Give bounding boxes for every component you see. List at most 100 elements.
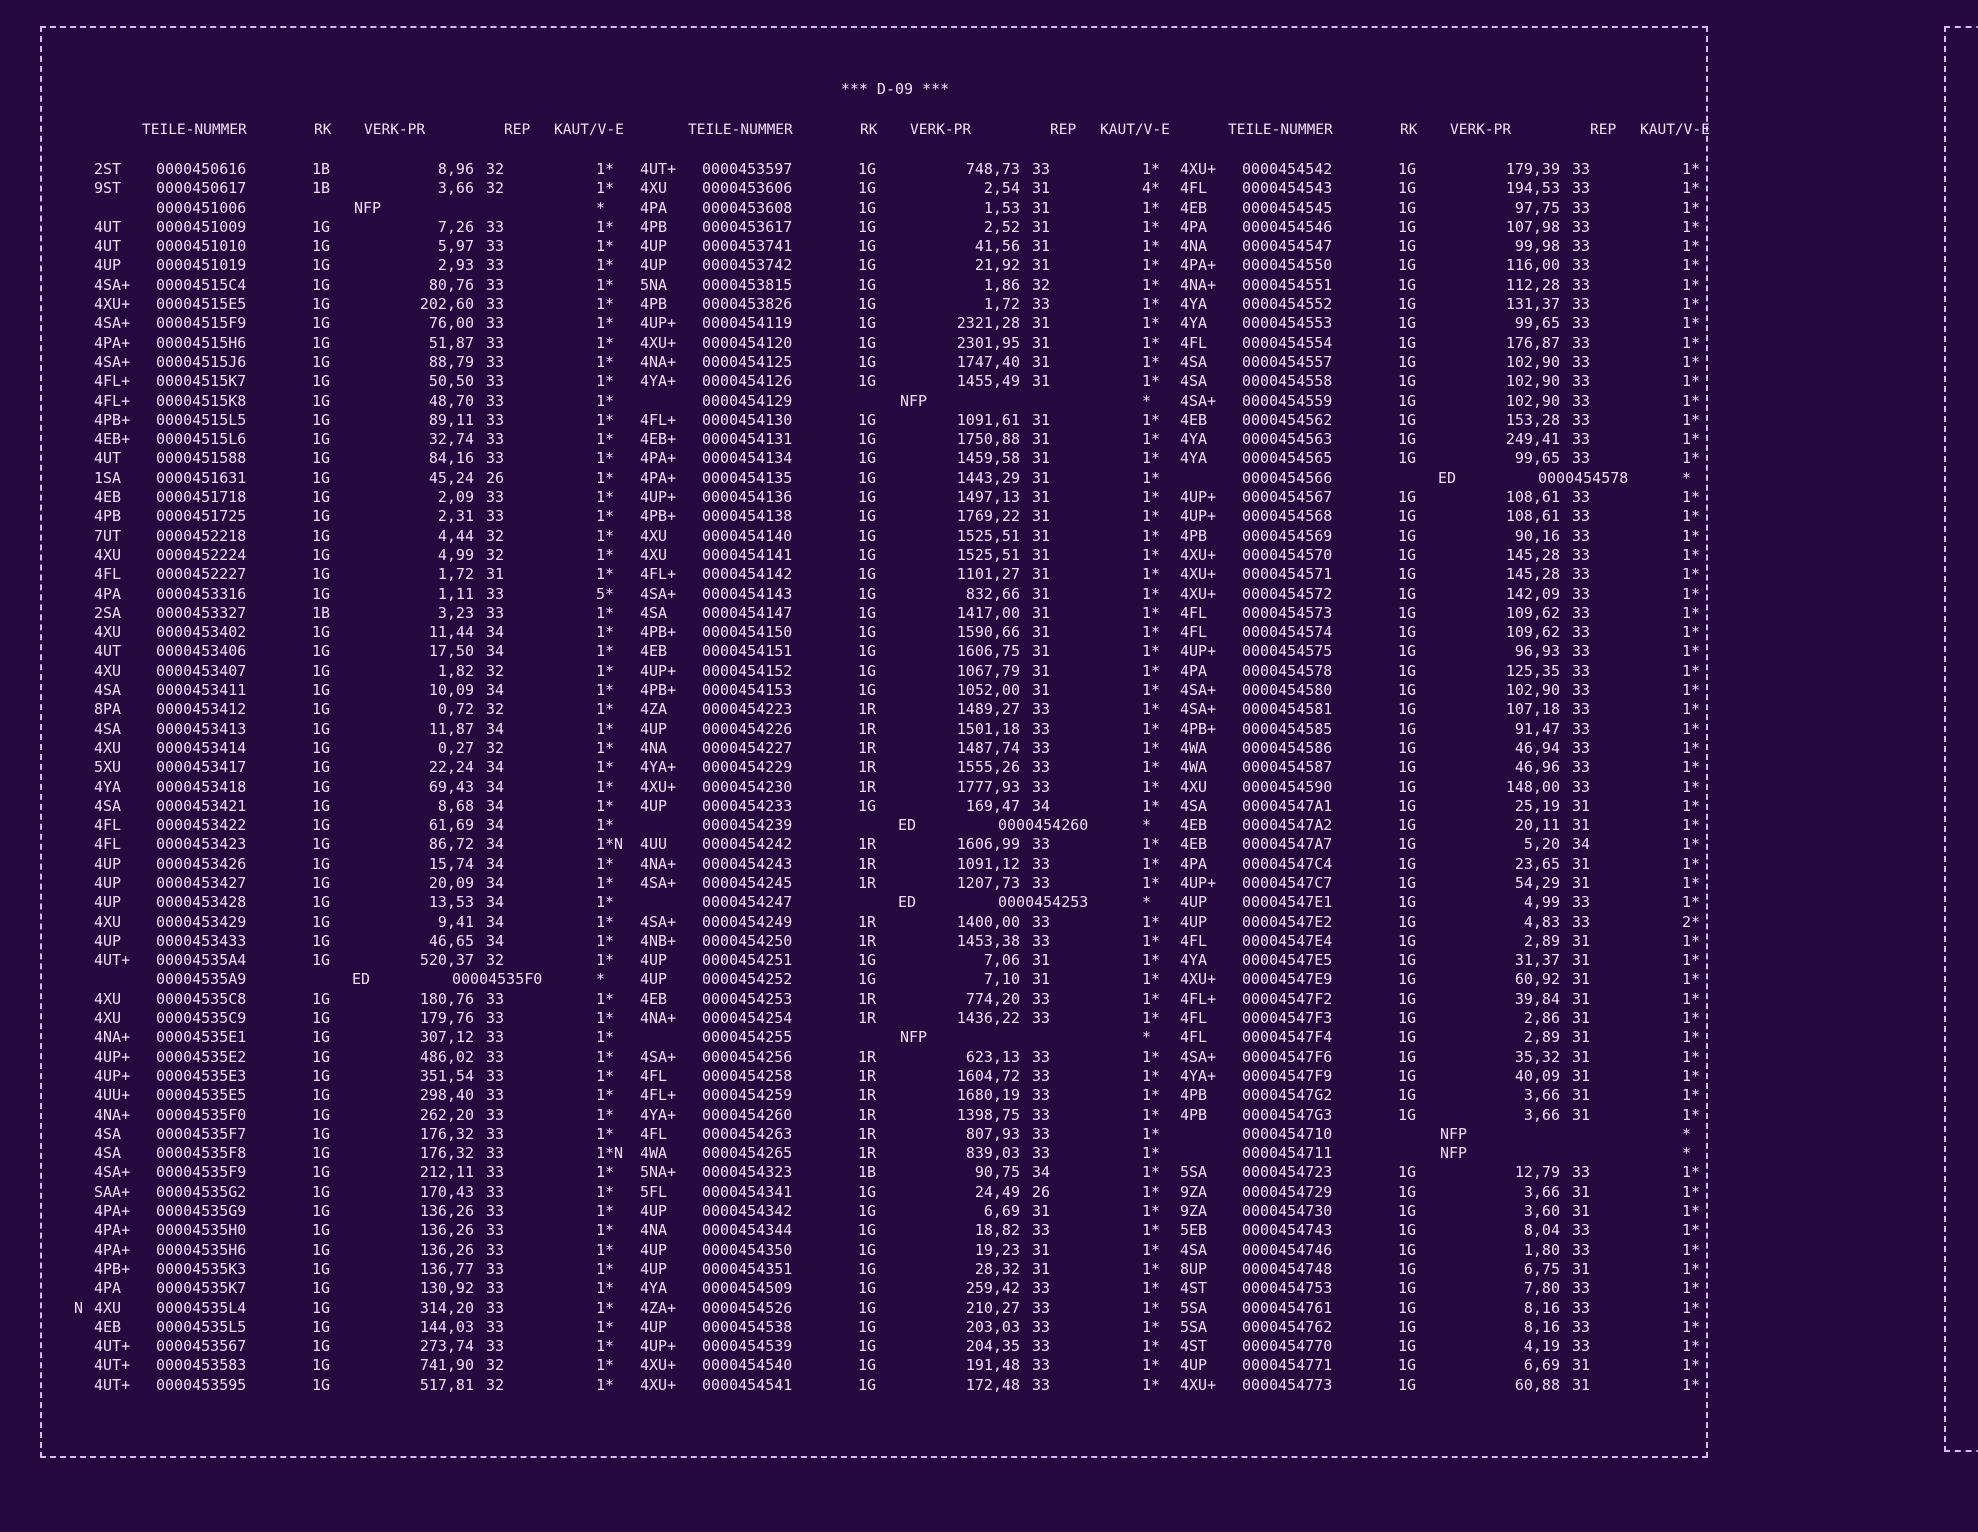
kaut-mark: 1*: [1682, 1240, 1701, 1259]
table-row: 4UP+ 0000454568 1G 108,61 33 1*: [1180, 507, 1710, 526]
rk-code: 1G: [312, 1163, 331, 1182]
part-prefix: 4SA+: [640, 873, 677, 892]
rep-code: 33: [486, 410, 505, 429]
sale-price: 50,50: [428, 372, 474, 391]
table-row: 4YA 00004547E5 1G 31,37 31 1*: [1180, 951, 1710, 970]
sale-price: 20,11: [1514, 816, 1560, 835]
sale-price: 13,53: [428, 893, 474, 912]
part-number: 0000454151: [702, 642, 793, 661]
sale-price: 1443,29: [956, 468, 1020, 487]
kaut-mark: *: [596, 198, 606, 217]
kaut-mark: 1*: [596, 1240, 615, 1259]
rep-code: 33: [1572, 314, 1591, 333]
table-row: 4XU 00004535C8 1G 180,76 33 1*: [94, 990, 624, 1009]
sale-price: 148,00: [1505, 777, 1560, 796]
table-row: 4XU 0000454141 1G 1525,51 31 1*: [640, 546, 1170, 565]
sale-price: 84,16: [428, 449, 474, 468]
kaut-mark: 1*: [1142, 1259, 1161, 1278]
table-row: 4UP 0000454251 1G 7,06 31 1*: [640, 951, 1170, 970]
rep-code: 31: [1032, 526, 1051, 545]
sale-price: 1750,88: [956, 430, 1020, 449]
rep-code: 33: [486, 237, 505, 256]
rk-code: 1G: [312, 758, 331, 777]
kaut-mark: 1*N: [596, 835, 624, 854]
kaut-mark: 1*: [1142, 1124, 1161, 1143]
kaut-mark: 1*: [1682, 526, 1701, 545]
table-row: 5SA 0000454761 1G 8,16 33 1*: [1180, 1299, 1710, 1318]
rep-code: 31: [1032, 333, 1051, 352]
sale-price: 203,03: [965, 1317, 1020, 1336]
table-row: 4XU+ 0000454230 1R 1777,93 33 1*: [640, 778, 1170, 797]
kaut-mark: 1*: [1142, 237, 1161, 256]
kaut-mark: 1*: [1682, 931, 1701, 950]
rep-code: 33: [1032, 777, 1051, 796]
part-prefix: 4XU: [640, 526, 668, 545]
rk-code: 1G: [858, 951, 877, 970]
rk-code: 1G: [312, 893, 331, 912]
sale-price: 2,89: [1523, 1028, 1560, 1047]
sale-price: 11,44: [428, 623, 474, 642]
kaut-mark: 1*: [1682, 295, 1701, 314]
rk-code: 1G: [858, 410, 877, 429]
part-number: 0000454256: [702, 1047, 793, 1066]
part-number: 00004515L6: [156, 430, 247, 449]
rk-code: 1G: [858, 179, 877, 198]
part-prefix: 4PA+: [640, 449, 677, 468]
table-row: 4UP 0000454342 1G 6,69 31 1*: [640, 1202, 1170, 1221]
sale-price: 1455,49: [956, 372, 1020, 391]
header-rk: RK: [1400, 122, 1418, 138]
sale-price: 1487,74: [956, 738, 1020, 757]
part-number: 00004535C8: [156, 989, 247, 1008]
rep-code: 33: [486, 295, 505, 314]
rk-code: 1G: [858, 295, 877, 314]
table-row: 4UP+ 0000454152 1G 1067,79 31 1*: [640, 662, 1170, 681]
rep-code: 31: [1032, 1259, 1051, 1278]
sale-price: 6,75: [1523, 1259, 1560, 1278]
rep-code: 31: [1572, 931, 1591, 950]
kaut-mark: 1*: [1682, 873, 1701, 892]
part-number: 0000451718: [156, 488, 247, 507]
rk-code: 1G: [1398, 1009, 1417, 1028]
rk-code: 1R: [858, 1124, 877, 1143]
table-row: 4UP+ 0000454539 1G 204,35 33 1*: [640, 1337, 1170, 1356]
sale-price: 54,29: [1514, 873, 1560, 892]
rep-code: 33: [1572, 912, 1591, 931]
sale-price: 112,28: [1505, 275, 1560, 294]
part-prefix: 4PB+: [94, 1259, 131, 1278]
rk-code: 1B: [858, 1163, 877, 1182]
sale-price: 8,96: [437, 160, 474, 178]
table-row: 4PA+ 00004515H6 1G 51,87 33 1*: [94, 334, 624, 353]
part-prefix: 4PB: [1180, 526, 1208, 545]
part-prefix: 4ZA+: [640, 1298, 677, 1317]
part-prefix: 5EB: [1180, 1221, 1208, 1240]
part-number: 0000453608: [702, 198, 793, 217]
rep-code: 33: [1572, 217, 1591, 236]
rk-code: 1G: [1398, 1298, 1417, 1317]
table-row: 4EB+ 00004515L6 1G 32,74 33 1*: [94, 430, 624, 449]
table-row: 8UP 0000454748 1G 6,75 31 1*: [1180, 1260, 1710, 1279]
kaut-mark: 1*: [1682, 1066, 1701, 1085]
part-prefix: 4PB+: [94, 410, 131, 429]
table-row: 4SA 00004547A1 1G 25,19 31 1*: [1180, 797, 1710, 816]
table-row: 4NA 0000454547 1G 99,98 33 1*: [1180, 237, 1710, 256]
rep-code: 33: [486, 275, 505, 294]
rep-code: 33: [1572, 758, 1591, 777]
table-row: 4PB+ 0000454153 1G 1052,00 31 1*: [640, 681, 1170, 700]
part-prefix: 4PB: [94, 507, 122, 526]
part-prefix: 4SA+: [640, 912, 677, 931]
table-row: 4SA+ 0000454245 1R 1207,73 33 1*: [640, 874, 1170, 893]
rep-code: 33: [486, 333, 505, 352]
rep-code: 33: [1032, 1124, 1051, 1143]
rep-code: 32: [486, 661, 505, 680]
table-row: 4WA 0000454587 1G 46,96 33 1*: [1180, 758, 1710, 777]
rk-code: 1G: [858, 1375, 877, 1394]
rk-code: 1G: [858, 681, 877, 700]
part-number: 0000454554: [1242, 333, 1333, 352]
sale-price: 116,00: [1505, 256, 1560, 275]
kaut-mark: 1*: [1142, 1317, 1161, 1336]
part-number: 00004535K3: [156, 1259, 247, 1278]
sale-price: 31,37: [1514, 951, 1560, 970]
rep-code: 33: [486, 449, 505, 468]
kaut-mark: 1*: [596, 333, 615, 352]
rk-code: 1G: [1398, 777, 1417, 796]
